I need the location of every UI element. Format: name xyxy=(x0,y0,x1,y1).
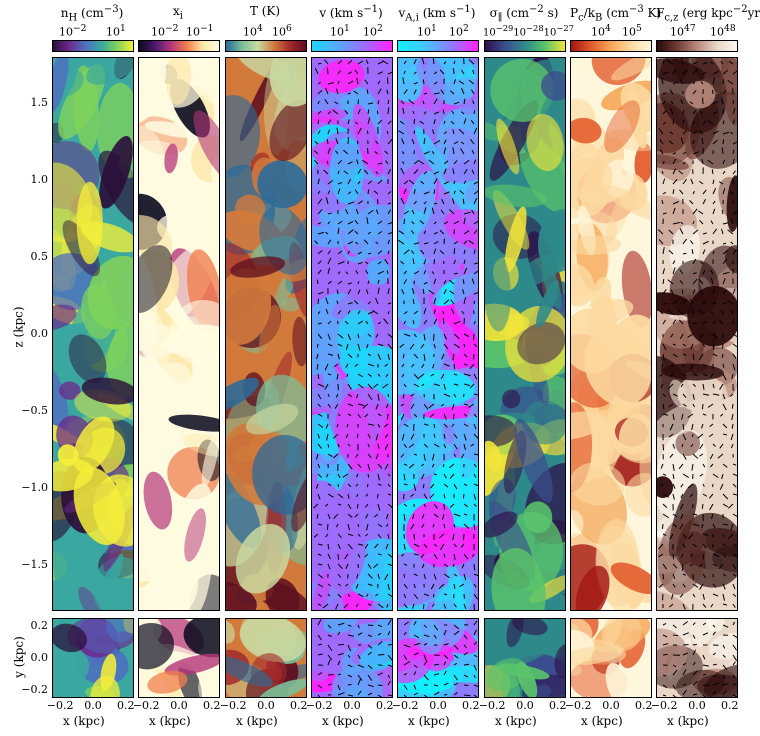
x-tick-label: 0.0 xyxy=(602,699,620,712)
panel-xi-bottom xyxy=(138,618,220,698)
z-tick-label: −1.5 xyxy=(21,557,48,571)
x-axis-label: x (kpc) xyxy=(581,714,623,728)
x-tick-label: −0.2 xyxy=(391,699,419,712)
x-tick-label: 0.2 xyxy=(290,699,308,712)
colorbar-T xyxy=(225,40,307,52)
x-axis-label: x (kpc) xyxy=(63,714,105,728)
panel-T-bottom xyxy=(225,618,307,698)
title-xi: xi xyxy=(173,4,183,22)
z-tick-label: −0.5 xyxy=(21,403,48,417)
y-tick-label: 0.0 xyxy=(30,651,49,664)
colorbar-xi xyxy=(138,40,220,52)
panel-Fc-top xyxy=(656,57,738,611)
cbar-tick: 10−1 xyxy=(186,23,214,39)
x-tick-label: −0.2 xyxy=(650,699,678,712)
z-tick-label: 1.5 xyxy=(30,96,49,110)
x-tick-label: 0.2 xyxy=(462,699,480,712)
x-tick-label: 0.0 xyxy=(170,699,188,712)
colorbar-Fc xyxy=(656,40,738,52)
colorbar-sig xyxy=(484,40,566,52)
cbar-tick: 101 xyxy=(417,23,437,39)
x-tick-label: 0.0 xyxy=(84,699,102,712)
x-tick-label: −0.2 xyxy=(564,699,592,712)
panel-vAi-bottom xyxy=(397,618,479,698)
panel-Fc-bottom xyxy=(656,618,738,698)
panel-sig-top xyxy=(484,57,566,611)
x-tick-label: −0.2 xyxy=(46,699,74,712)
x-tick-label: 0.2 xyxy=(203,699,221,712)
z-tick-label: 0.0 xyxy=(30,327,49,340)
y-tick-label: −0.2 xyxy=(21,683,48,696)
title-v: v (km s−1) xyxy=(319,4,383,20)
x-tick-label: 0.0 xyxy=(429,699,447,712)
y-tick-label: 0.2 xyxy=(30,619,49,632)
cbar-tick: 104 xyxy=(243,23,263,39)
cbar-tick: 101 xyxy=(330,23,350,39)
x-axis-label: x (kpc) xyxy=(408,714,450,728)
panel-v-bottom xyxy=(311,618,393,698)
x-tick-label: −0.2 xyxy=(478,699,506,712)
x-tick-label: 0.2 xyxy=(549,699,567,712)
x-tick-label: 0.2 xyxy=(635,699,653,712)
cbar-tick: 1047 xyxy=(670,23,696,39)
title-vAi: vA,i (km s−1) xyxy=(398,4,476,24)
x-tick-label: 0.0 xyxy=(257,699,275,712)
x-tick-label: 0.2 xyxy=(117,699,135,712)
cbar-tick: 105 xyxy=(622,23,642,39)
cbar-tick: 10−2910−2810−27 xyxy=(483,23,574,39)
panel-Pc-top xyxy=(570,57,652,611)
cbar-tick: 104 xyxy=(591,23,611,39)
cbar-tick: 1048 xyxy=(710,23,736,39)
z-tick-label: 1.0 xyxy=(30,173,49,187)
x-axis-label: x (kpc) xyxy=(149,714,191,728)
cbar-tick: 106 xyxy=(272,23,292,39)
panel-sig-bottom xyxy=(484,618,566,698)
colorbar-v xyxy=(311,40,393,52)
x-tick-label: 0.0 xyxy=(516,699,534,712)
cbar-tick: 102 xyxy=(449,23,469,39)
cbar-tick: 10−2 xyxy=(59,23,87,39)
x-tick-label: −0.2 xyxy=(219,699,247,712)
title-Fc: Fc,z (erg kpc−2yr−1) xyxy=(656,4,760,24)
x-tick-label: 0.2 xyxy=(376,699,394,712)
x-tick-label: −0.2 xyxy=(132,699,160,712)
title-nH: nH (cm−3) xyxy=(60,4,124,24)
title-sig: σ∥ (cm−2 s) xyxy=(489,4,559,24)
colorbar-nH xyxy=(52,40,134,52)
x-tick-label: 0.0 xyxy=(343,699,361,712)
title-Pc: Pc/kB (cm−3 K) xyxy=(570,4,662,24)
title-T: T (K) xyxy=(249,4,281,18)
panel-xi-top xyxy=(138,57,220,611)
cbar-tick: 10−2 xyxy=(151,23,179,39)
z-tick-label: 0.5 xyxy=(30,250,49,264)
panel-nH-top xyxy=(52,57,134,611)
x-tick-label: −0.2 xyxy=(305,699,333,712)
x-axis-label: x (kpc) xyxy=(322,714,364,728)
panel-v-top xyxy=(311,57,393,611)
cbar-tick: 101 xyxy=(106,23,126,39)
x-axis-label: x (kpc) xyxy=(236,714,278,728)
panel-vAi-top xyxy=(397,57,479,611)
colorbar-Pc xyxy=(570,40,652,52)
panel-Pc-bottom xyxy=(570,618,652,698)
x-axis-label: x (kpc) xyxy=(495,714,537,728)
cbar-tick: 102 xyxy=(363,23,383,39)
z-tick-label: −1.0 xyxy=(21,480,48,494)
panel-nH-bottom xyxy=(52,618,134,698)
x-tick-label: 0.0 xyxy=(688,699,706,712)
colorbar-vAi xyxy=(397,40,479,52)
x-tick-label: 0.2 xyxy=(721,699,739,712)
x-axis-label: x (kpc) xyxy=(667,714,709,728)
panel-T-top xyxy=(225,57,307,611)
